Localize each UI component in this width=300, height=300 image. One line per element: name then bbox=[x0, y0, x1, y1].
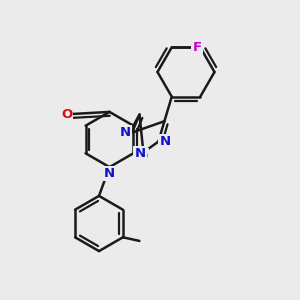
Text: F: F bbox=[192, 41, 202, 54]
Text: N: N bbox=[134, 147, 146, 160]
Text: O: O bbox=[61, 107, 72, 121]
Text: O: O bbox=[136, 149, 148, 163]
Text: N: N bbox=[120, 126, 131, 139]
Text: N: N bbox=[104, 167, 115, 180]
Text: N: N bbox=[159, 135, 171, 148]
